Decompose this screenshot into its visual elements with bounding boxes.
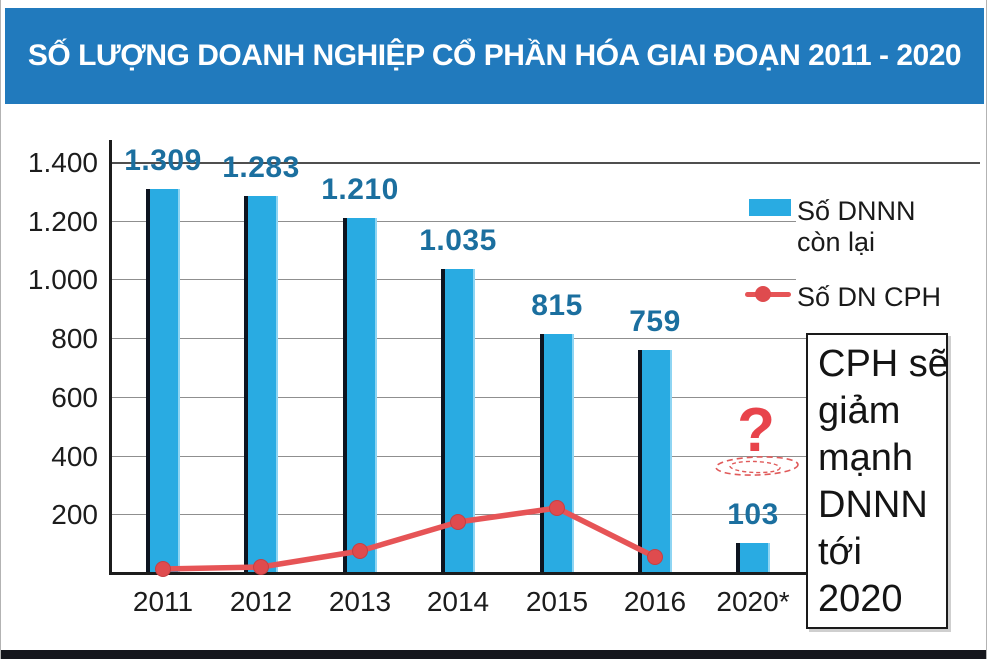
bar-value-label: 1.309 (124, 144, 202, 177)
bar-value-label: 1.283 (222, 151, 300, 184)
note-box-line: mạnh (818, 437, 914, 479)
note-box-line: CPH sẽ (818, 343, 949, 385)
y-axis-label: 1.400 (27, 147, 98, 178)
x-axis-label: 2012 (229, 586, 293, 617)
bar-value-label: 815 (531, 289, 583, 322)
note-box-line: 2020 (818, 578, 903, 620)
legend-line-label: Số DN CPH (797, 282, 942, 312)
y-axis-label: 800 (51, 323, 98, 354)
bar-value-label: 1.210 (321, 173, 399, 206)
y-axis-label: 1.000 (27, 264, 98, 295)
line-series-path (160, 505, 658, 572)
y-axis-line (109, 140, 112, 575)
bottom-dark-strip (1, 650, 986, 659)
legend-bar-label-line2: còn lại (797, 227, 876, 257)
bar (244, 196, 278, 573)
note-box-line: giảm (818, 390, 901, 432)
chart-title: SỐ LƯỢNG DOANH NGHIỆP CỔ PHẦN HÓA GIAI Đ… (27, 39, 962, 72)
right-gap-cover (947, 322, 980, 642)
grid-line (111, 279, 980, 280)
legend-background (796, 183, 980, 322)
header-banner: SỐ LƯỢNG DOANH NGHIỆP CỔ PHẦN HÓA GIAI Đ… (5, 8, 984, 104)
y-axis-label: 600 (51, 382, 98, 413)
bar-value-label: 103 (727, 498, 779, 531)
x-axis-label: 2015 (525, 586, 589, 617)
bar (736, 543, 770, 573)
legend-bar-swatch (749, 199, 791, 216)
note-box-line: DNNN (818, 484, 928, 526)
bar (343, 218, 377, 573)
legend-bar-label-line1: Số DNNN (797, 196, 916, 226)
line-series-group (155, 500, 663, 577)
bar (540, 334, 574, 573)
x-axis-label: 2020* (716, 586, 790, 617)
grid-line (111, 162, 980, 164)
question-mark-annotation: ? (737, 396, 775, 465)
x-axis-label: 2016 (623, 586, 687, 617)
y-axis-label: 200 (51, 499, 98, 530)
y-axis-label: 1.200 (27, 206, 98, 237)
x-axis-label: 2011 (132, 586, 194, 617)
bar (638, 350, 672, 573)
x-axis-label: 2013 (328, 586, 392, 617)
x-axis-label: 2014 (426, 586, 490, 617)
x-axis-line (109, 572, 807, 575)
bar-value-label: 759 (629, 305, 681, 338)
bar (146, 189, 180, 573)
note-box-line: tới (818, 531, 862, 573)
bar-value-label: 1.035 (419, 224, 497, 257)
y-axis-label: 400 (51, 441, 98, 472)
legend-line-dot-icon (755, 286, 771, 302)
bar (441, 269, 475, 573)
grid-line (111, 221, 980, 222)
note-box: CPH sẽ giảm mạnh DNNN tới 2020 (806, 333, 949, 629)
